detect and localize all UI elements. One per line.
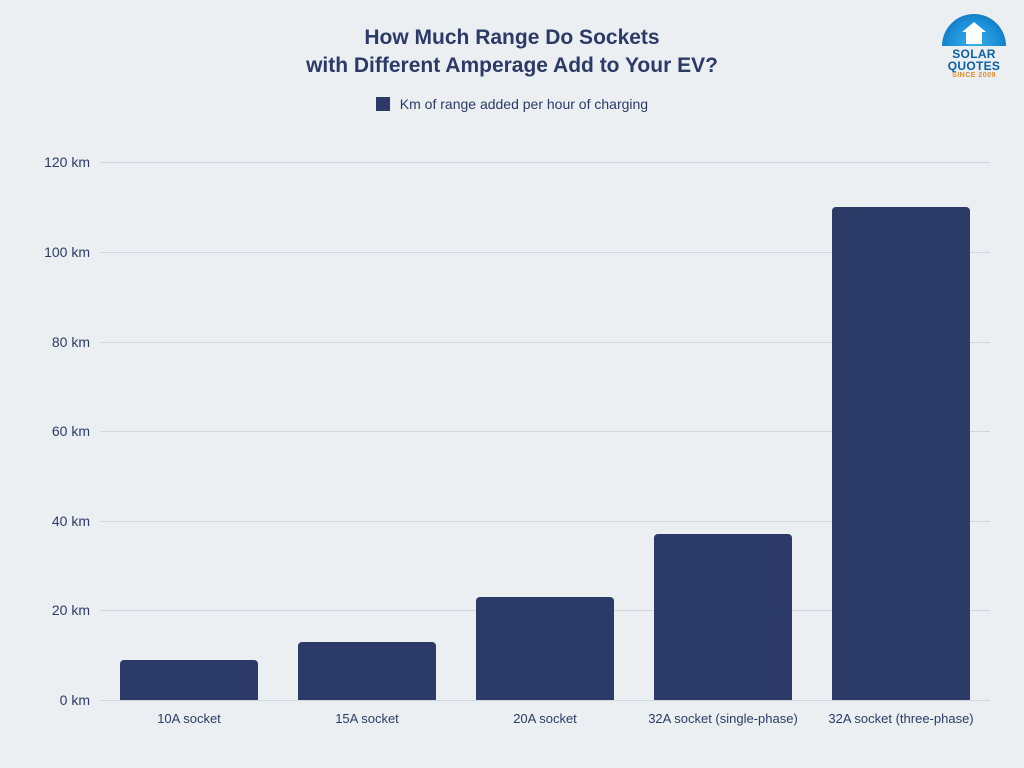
y-axis-tick: 0 km [20, 692, 90, 708]
bar [476, 597, 615, 700]
y-axis-tick: 20 km [20, 602, 90, 618]
bar-slot [634, 140, 812, 700]
y-axis-tick: 100 km [20, 244, 90, 260]
bar-slot [812, 140, 990, 700]
bar [654, 534, 793, 700]
legend: Km of range added per hour of charging [0, 96, 1024, 112]
x-axis-label: 10A socket [100, 711, 278, 726]
x-axis-label: 20A socket [456, 711, 634, 726]
y-axis-tick: 120 km [20, 154, 90, 170]
legend-label: Km of range added per hour of charging [400, 96, 648, 112]
bar-slot [278, 140, 456, 700]
logo-arc-icon [942, 14, 1006, 46]
bar [832, 207, 971, 700]
bar [120, 660, 259, 700]
y-axis-tick: 80 km [20, 334, 90, 350]
x-axis-label: 32A socket (single-phase) [634, 711, 812, 726]
bars-container [100, 140, 990, 700]
logo-since: SINCE 2009 [942, 72, 1006, 79]
x-axis-label: 15A socket [278, 711, 456, 726]
bar-slot [100, 140, 278, 700]
x-axis-label: 32A socket (three-phase) [812, 711, 990, 726]
logo-text-line-2: QUOTES [942, 60, 1006, 72]
y-axis-tick: 60 km [20, 423, 90, 439]
title-line-1: How Much Range Do Sockets [364, 26, 659, 49]
bar [298, 642, 437, 700]
x-axis-labels: 10A socket15A socket20A socket32A socket… [100, 711, 990, 726]
logo-house-icon [966, 32, 982, 44]
y-axis-tick: 40 km [20, 513, 90, 529]
solarquotes-logo: SOLAR QUOTES SINCE 2009 [942, 14, 1006, 79]
gridline [100, 700, 990, 701]
chart-title: How Much Range Do Sockets with Different… [0, 24, 1024, 81]
legend-swatch [376, 97, 390, 111]
bar-slot [456, 140, 634, 700]
title-line-2: with Different Amperage Add to Your EV? [306, 54, 718, 77]
bar-chart: 0 km20 km40 km60 km80 km100 km120 km 10A… [100, 140, 990, 700]
